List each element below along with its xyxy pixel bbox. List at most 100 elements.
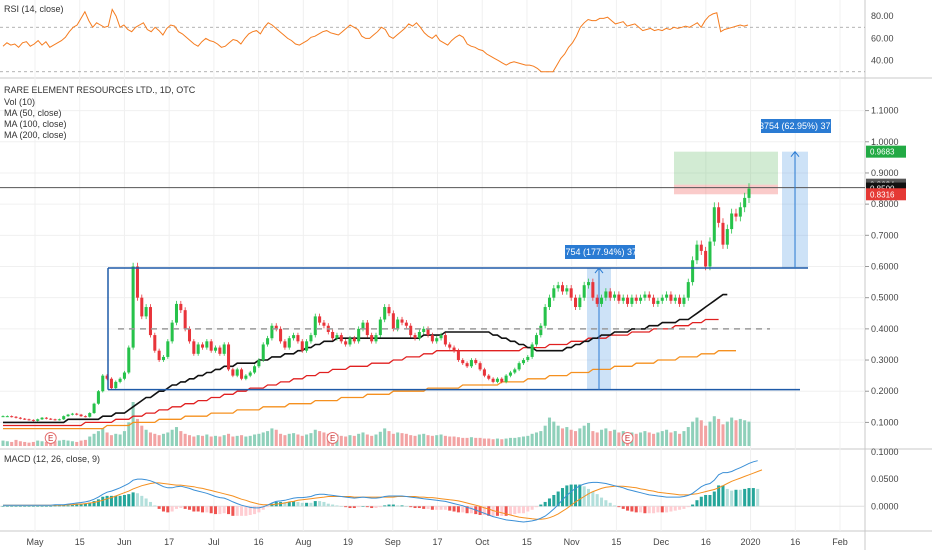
volume-bar [422, 433, 426, 446]
volume-bar [1, 440, 5, 446]
candle-body [508, 372, 512, 376]
macd-histogram-bar [569, 484, 573, 507]
volume-bar [469, 437, 473, 446]
macd-histogram-bar [348, 506, 352, 509]
macd-histogram-bar [326, 503, 330, 507]
price-tick-label: 0.4000 [871, 324, 899, 334]
candle-body [127, 347, 131, 373]
volume-bar [114, 433, 118, 446]
candle-body [608, 291, 612, 298]
candle-body [617, 294, 621, 301]
volume-bar [10, 441, 14, 446]
macd-histogram-bar [227, 506, 231, 515]
volume-bar [734, 420, 738, 446]
volume-bar [374, 434, 378, 446]
macd-histogram-bar [756, 488, 760, 507]
volume-bar [413, 435, 417, 446]
volume-bar [344, 436, 348, 446]
volume-bar [5, 441, 9, 446]
candle-body [639, 297, 643, 301]
macd-histogram-bar [647, 506, 651, 514]
macd-histogram-bar [422, 506, 426, 509]
time-tick-label: 2020 [741, 537, 761, 547]
macd-histogram-bar [214, 506, 218, 515]
volume-bar [309, 433, 313, 446]
candle-body [18, 417, 22, 419]
candle-body [738, 207, 742, 217]
volume-bar [686, 427, 690, 446]
price-tick-label: 0.1000 [871, 417, 899, 427]
candle-body [456, 350, 460, 361]
candle-body [231, 369, 235, 376]
candle-body [604, 291, 608, 298]
macd-histogram-bar [27, 506, 31, 507]
measure1-label-box [565, 245, 635, 259]
macd-histogram-bar [413, 506, 417, 509]
candle-body [5, 416, 9, 418]
candle-body [14, 416, 18, 418]
candle-body [500, 378, 504, 382]
volume-bar [18, 441, 22, 446]
volume-bar [652, 433, 656, 446]
macd-histogram-bar [621, 506, 625, 509]
volume-bar [235, 435, 239, 446]
macd-histogram-bar [222, 506, 226, 514]
volume-bar [426, 435, 430, 446]
volume-bar [634, 433, 638, 446]
macd-histogram-bar [704, 494, 708, 507]
volume-bar [357, 433, 361, 446]
candle-body [560, 285, 565, 292]
volume-bar [643, 431, 647, 446]
macd-histogram-bar [75, 504, 79, 507]
volume-bar [695, 417, 699, 446]
candle-body [96, 391, 100, 404]
candle-body [691, 260, 695, 283]
volume-bar [478, 437, 482, 446]
macd-histogram-bar [652, 506, 656, 514]
candle-body [721, 222, 725, 245]
macd-histogram-bar [482, 506, 486, 515]
macd-histogram-bar [534, 506, 538, 508]
macd-histogram-bar [556, 491, 560, 507]
macd-histogram-bar [370, 506, 374, 509]
volume-bar [92, 433, 96, 446]
candle-body [587, 282, 591, 286]
volume-bar [266, 431, 270, 446]
macd-histogram-bar [300, 502, 304, 507]
macd-histogram-bar [96, 499, 100, 507]
time-tick-label: 15 [522, 537, 532, 547]
macd-histogram-bar [526, 506, 530, 512]
candle-body [192, 341, 196, 354]
volume-bar [565, 427, 569, 446]
volume-bar [704, 425, 708, 446]
macd-legend: MACD (12, 26, close, 9) [4, 454, 100, 464]
macd-histogram-bar [695, 500, 699, 507]
macd-histogram-bar [643, 506, 647, 514]
candle-body [426, 328, 430, 336]
macd-histogram-bar [660, 506, 664, 513]
macd-histogram-bar [578, 484, 582, 507]
candle-body [205, 341, 209, 348]
macd-histogram-bar [36, 506, 40, 507]
price-axes: 1.1000 1.0000 0.9000 0.8000 0.7000 0.6000 0.50… [865, 11, 906, 511]
candle-body [417, 331, 421, 339]
macd-histogram-bar [253, 506, 257, 515]
grid [0, 0, 865, 531]
time-tick-label: Aug [295, 537, 311, 547]
volume-bar [582, 425, 586, 446]
candle-body [743, 197, 747, 208]
candle-body [730, 213, 734, 230]
measure1-label: 0.3754 (177.94%) 3754 [553, 247, 647, 257]
candle-body [339, 335, 343, 342]
candle-body [23, 418, 27, 420]
macd-histogram-bar [49, 506, 53, 507]
volume-bar [62, 439, 66, 446]
macd-histogram-bar [487, 506, 491, 516]
macd-histogram-bar [261, 506, 265, 510]
macd-histogram-bar [170, 506, 174, 512]
candle-body [335, 335, 339, 339]
macd-histogram-bar [105, 495, 109, 507]
macd-histogram-bar [318, 501, 322, 507]
